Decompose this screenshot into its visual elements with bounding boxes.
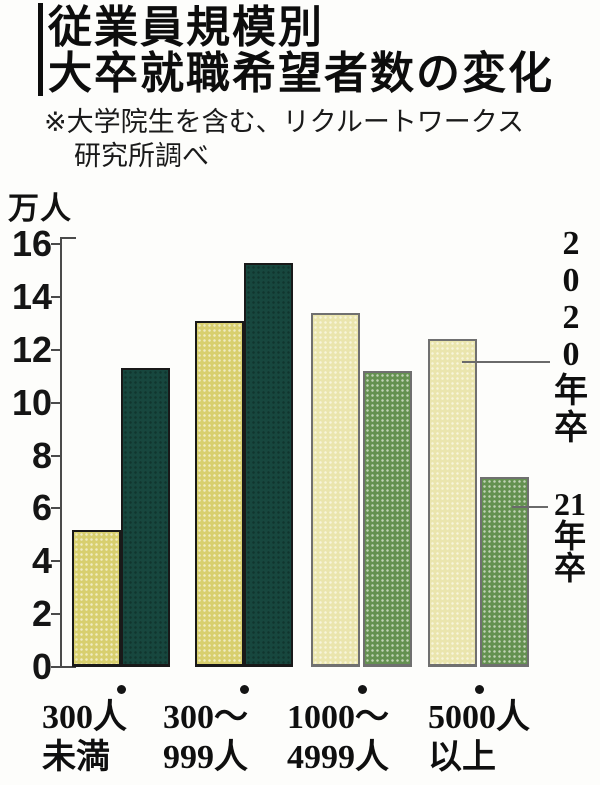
category-label: 300人 未満	[42, 698, 127, 778]
legend-21-graduates: 21 年卒	[547, 488, 593, 584]
legend-char: 2	[562, 299, 580, 336]
category-label: 5000人 以上	[428, 698, 530, 778]
title-accent-bar	[38, 3, 43, 96]
bar-21-group1	[121, 368, 170, 667]
category-label-line: 以上	[428, 739, 496, 776]
y-tick-label: 8	[31, 434, 52, 476]
group-dot	[117, 685, 126, 694]
legend-char: 年	[553, 518, 586, 554]
bar-21-group3	[363, 370, 412, 667]
y-tick-label: 6	[31, 487, 52, 529]
y-tick	[51, 613, 60, 616]
legend-char: 卒	[554, 410, 588, 447]
category-label-line: 4999人	[287, 739, 389, 776]
category-label-line: 300〜	[163, 699, 248, 736]
source-note-line2: 研究所調べ	[74, 141, 209, 171]
group-dot	[474, 685, 484, 694]
y-tick	[51, 295, 60, 298]
y-tick-label: 16	[11, 223, 52, 264]
bar-21-group2	[244, 262, 293, 667]
y-tick-label: 10	[11, 381, 52, 423]
y-tick-label: 2	[31, 593, 52, 635]
legend-char: 0	[562, 262, 580, 299]
y-tick	[51, 348, 60, 351]
group-dot	[357, 685, 367, 694]
legend-char: 2	[562, 225, 580, 262]
y-tick	[51, 243, 60, 245]
category-label-line: 5000人	[428, 699, 530, 736]
chart-title-line1: 従業員規模別	[48, 3, 324, 52]
category-label-line: 999人	[163, 739, 248, 776]
y-tick-label: 4	[31, 540, 52, 582]
bar-2020-group2	[195, 320, 244, 667]
y-tick	[51, 666, 60, 668]
legend-21-leader-line	[512, 506, 548, 508]
y-tick-label: 14	[11, 275, 52, 317]
bar-2020-group1	[72, 529, 121, 667]
y-axis-unit-label: 万人	[8, 191, 72, 226]
y-tick	[51, 560, 60, 563]
legend-char: 卒	[553, 550, 586, 586]
y-tick-label: 0	[31, 646, 52, 687]
y-axis-bottom-foot	[60, 666, 76, 668]
bar-2020-group4	[428, 339, 477, 667]
legend-2020-leader-line	[462, 361, 550, 363]
y-axis-line	[60, 237, 62, 668]
group-dot	[240, 685, 249, 694]
legend-char: 0	[562, 336, 580, 373]
y-tick	[51, 454, 60, 457]
source-note-line1: ※大学院生を含む、リクルートワークス	[44, 107, 525, 137]
bar-2020-group3	[311, 312, 360, 667]
y-tick	[51, 507, 60, 510]
category-label-line: 300人	[42, 699, 127, 736]
bar-21-group4	[480, 476, 529, 667]
category-label-line: 未満	[42, 739, 110, 776]
y-tick-label: 12	[11, 328, 52, 370]
chart-title-line2: 大卒就職希望者数の変化	[48, 49, 554, 98]
y-tick	[51, 401, 60, 404]
category-label-line: 1000〜	[287, 699, 389, 736]
legend-char: 年	[554, 373, 588, 410]
legend-char: 21	[554, 486, 586, 522]
y-axis-top-foot	[60, 237, 76, 239]
category-label: 1000〜 4999人	[287, 698, 389, 778]
category-label: 300〜 999人	[163, 698, 248, 778]
